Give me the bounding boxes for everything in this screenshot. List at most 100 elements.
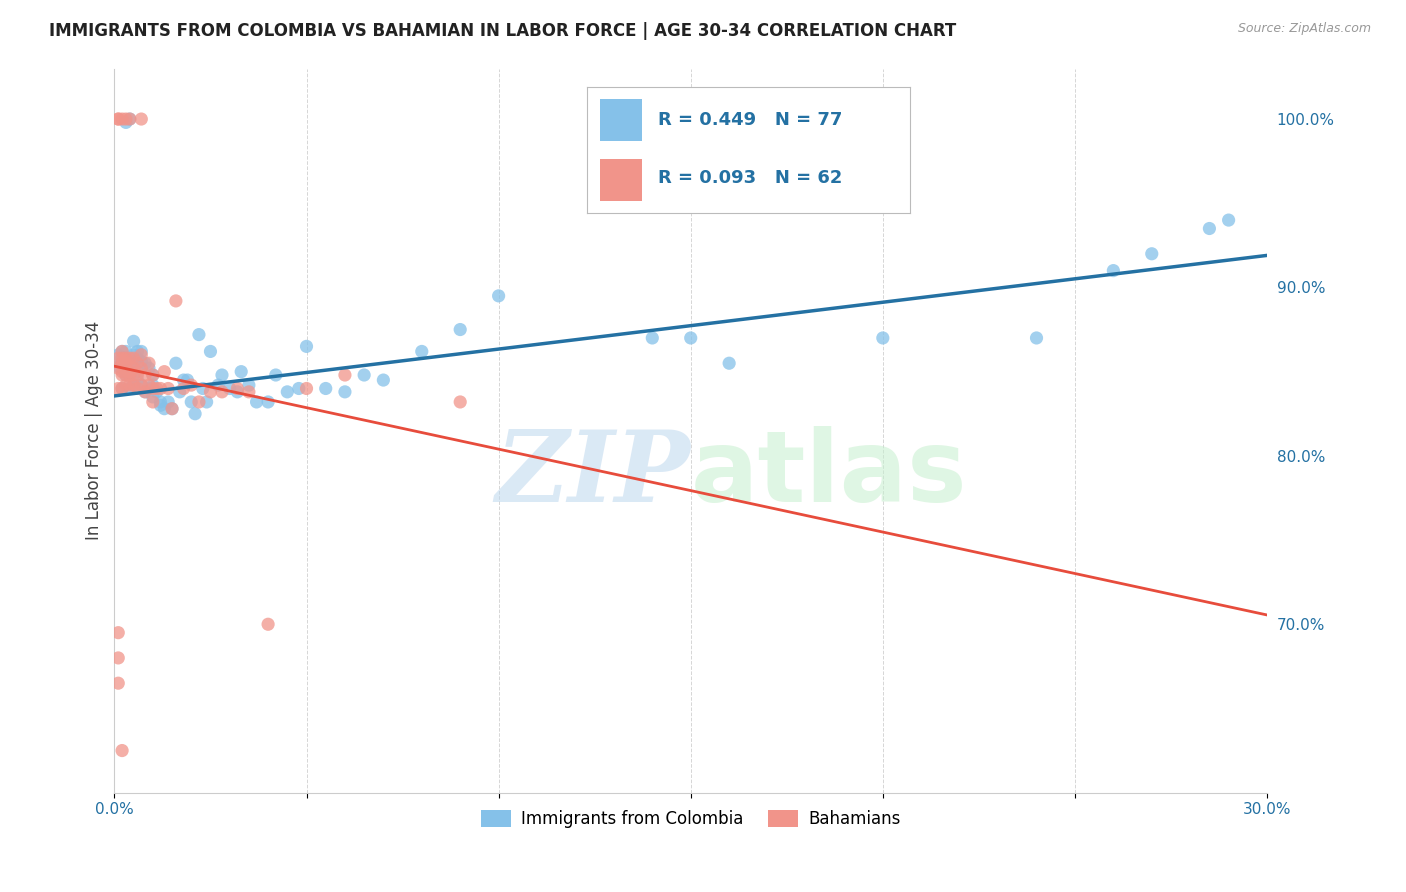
- Point: [138, 378, 160, 392]
- Point: [122, 354, 145, 368]
- Point: [718, 356, 741, 370]
- Point: [211, 384, 233, 399]
- Point: [245, 395, 267, 409]
- Text: IMMIGRANTS FROM COLOMBIA VS BAHAMIAN IN LABOR FORCE | AGE 30-34 CORRELATION CHAR: IMMIGRANTS FROM COLOMBIA VS BAHAMIAN IN …: [49, 22, 956, 40]
- Point: [111, 344, 134, 359]
- Point: [157, 382, 180, 396]
- Point: [122, 368, 145, 382]
- Point: [173, 382, 195, 396]
- Point: [187, 327, 209, 342]
- Point: [218, 382, 240, 396]
- Point: [488, 289, 510, 303]
- Point: [107, 361, 129, 376]
- Point: [373, 373, 395, 387]
- Point: [115, 356, 138, 370]
- Point: [115, 368, 138, 382]
- Point: [115, 368, 138, 382]
- Point: [107, 382, 129, 396]
- Point: [115, 356, 138, 370]
- Point: [142, 395, 165, 409]
- Point: [138, 356, 160, 370]
- Point: [107, 651, 129, 665]
- Point: [153, 365, 176, 379]
- Point: [118, 368, 141, 382]
- Point: [122, 378, 145, 392]
- Point: [142, 368, 165, 382]
- Point: [1102, 263, 1125, 277]
- Y-axis label: In Labor Force | Age 30-34: In Labor Force | Age 30-34: [86, 321, 103, 541]
- Point: [176, 373, 198, 387]
- Point: [184, 407, 207, 421]
- Point: [115, 112, 138, 126]
- Point: [149, 395, 172, 409]
- Point: [127, 373, 149, 387]
- Point: [149, 398, 172, 412]
- Point: [115, 115, 138, 129]
- Point: [142, 378, 165, 392]
- Text: ZIP: ZIP: [496, 425, 690, 523]
- Point: [211, 368, 233, 382]
- Point: [187, 395, 209, 409]
- Point: [131, 348, 153, 362]
- Point: [118, 378, 141, 392]
- Point: [115, 344, 138, 359]
- Point: [264, 368, 287, 382]
- Point: [1218, 213, 1240, 227]
- Point: [131, 354, 153, 368]
- Point: [449, 322, 471, 336]
- Point: [107, 348, 129, 362]
- Point: [1198, 221, 1220, 235]
- Point: [127, 344, 149, 359]
- Point: [115, 351, 138, 366]
- Point: [165, 293, 187, 308]
- Point: [118, 351, 141, 366]
- Point: [276, 384, 298, 399]
- Point: [107, 112, 129, 126]
- Point: [118, 112, 141, 126]
- Text: Source: ZipAtlas.com: Source: ZipAtlas.com: [1237, 22, 1371, 36]
- Point: [131, 112, 153, 126]
- Point: [238, 378, 260, 392]
- Text: atlas: atlas: [690, 425, 967, 523]
- Point: [200, 384, 222, 399]
- Point: [295, 339, 318, 353]
- Point: [149, 382, 172, 396]
- Point: [191, 382, 214, 396]
- Point: [122, 348, 145, 362]
- Point: [160, 401, 183, 416]
- Point: [173, 373, 195, 387]
- Point: [131, 378, 153, 392]
- Point: [353, 368, 375, 382]
- Point: [165, 356, 187, 370]
- Point: [115, 351, 138, 366]
- Point: [111, 382, 134, 396]
- Point: [169, 384, 191, 399]
- Point: [142, 382, 165, 396]
- Point: [1140, 246, 1163, 260]
- Point: [138, 361, 160, 376]
- Point: [118, 382, 141, 396]
- Point: [142, 390, 165, 404]
- Point: [111, 356, 134, 370]
- Point: [257, 617, 280, 632]
- Point: [195, 395, 218, 409]
- Point: [111, 351, 134, 366]
- Point: [145, 382, 167, 396]
- Point: [131, 378, 153, 392]
- Point: [134, 384, 156, 399]
- Point: [107, 359, 129, 374]
- Point: [207, 378, 229, 392]
- Point: [333, 384, 356, 399]
- Point: [238, 384, 260, 399]
- Point: [111, 368, 134, 382]
- Point: [131, 361, 153, 376]
- Point: [315, 382, 337, 396]
- Point: [115, 361, 138, 376]
- Point: [118, 112, 141, 126]
- Point: [122, 361, 145, 376]
- Point: [111, 344, 134, 359]
- Point: [127, 356, 149, 370]
- Point: [257, 395, 280, 409]
- Point: [118, 361, 141, 376]
- Point: [231, 365, 253, 379]
